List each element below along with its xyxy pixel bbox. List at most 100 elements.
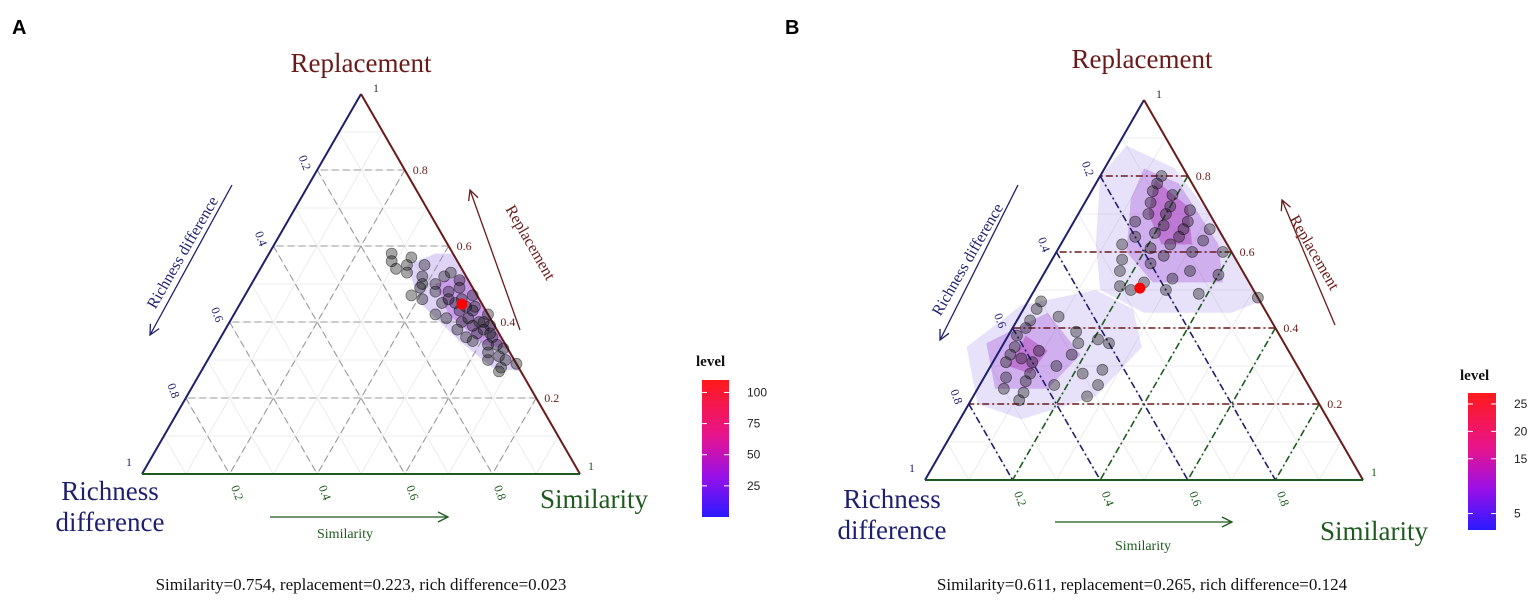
- data-point: [429, 285, 442, 298]
- data-point: [466, 319, 479, 332]
- data-point: [1155, 170, 1168, 182]
- data-point: [440, 312, 453, 325]
- data-point: [1129, 215, 1142, 228]
- colorbar: [702, 380, 729, 517]
- data-point: [405, 289, 418, 302]
- richness-tick-label: 0.4: [252, 229, 270, 248]
- mean-point: [456, 298, 468, 310]
- data-point: [466, 289, 479, 302]
- major-gridline: [1099, 175, 1277, 481]
- data-point: [453, 281, 466, 294]
- data-point: [414, 281, 427, 294]
- density-contour: [1126, 168, 1223, 283]
- data-point: [1019, 375, 1032, 388]
- richness-arrow-label: Richness difference: [144, 194, 222, 312]
- minor-gridline: [272, 207, 428, 475]
- data-point: [468, 300, 481, 313]
- left-axis-edge: [924, 99, 1145, 481]
- data-point: [1146, 185, 1159, 198]
- major-gridline: [1099, 251, 1233, 481]
- data-point: [1160, 284, 1172, 296]
- replacement-tick-label: 0.2: [1327, 397, 1342, 411]
- minor-gridline: [1055, 213, 1211, 481]
- data-point: [477, 323, 490, 336]
- data-point: [1048, 379, 1061, 391]
- replacement-tick-label: 0.4: [500, 315, 515, 329]
- data-point: [486, 331, 499, 344]
- minor-gridline: [1121, 137, 1320, 481]
- similarity-title: Similarity: [1320, 516, 1429, 546]
- data-point: [493, 365, 505, 378]
- replacement-tick-label: 0.6: [1240, 245, 1255, 259]
- richness-tick-label: 0.8: [947, 387, 965, 406]
- left-axis-edge: [141, 93, 362, 475]
- data-point: [1142, 208, 1155, 220]
- replacement-tick-label: 0.4: [1283, 321, 1298, 335]
- minor-gridline: [1231, 365, 1298, 481]
- corner-tick-label: 1: [126, 455, 132, 469]
- data-point: [1024, 314, 1037, 327]
- caption: Similarity=0.754, replacement=0.223, ric…: [156, 575, 567, 594]
- similarity-tick-label: 0.4: [1099, 489, 1117, 508]
- replacement-tick-label: 0.6: [457, 239, 472, 253]
- data-point: [1144, 196, 1157, 209]
- data-point: [1072, 337, 1085, 350]
- richness-arrow: [149, 184, 233, 336]
- data-point: [455, 316, 468, 328]
- legend-title: level: [696, 354, 725, 370]
- minor-gridline: [207, 359, 274, 475]
- corner-tick-label: 1: [588, 459, 594, 473]
- data-point: [416, 293, 429, 306]
- minor-gridline: [163, 435, 187, 475]
- density-contour: [435, 276, 508, 349]
- data-point: [1160, 208, 1172, 220]
- colorbar-tick-label: 50: [747, 448, 761, 462]
- data-point: [1008, 341, 1021, 353]
- minor-gridline: [338, 131, 537, 475]
- data-point: [490, 338, 503, 351]
- density-contour: [1148, 179, 1193, 245]
- ternary-plot-b: 0.2 0.2 0.2 0.4 0.4 0.4 0.6 0.6 0.6 0.8 0.8 0.8 1 1 1 2…: [909, 87, 1528, 530]
- data-point: [495, 361, 508, 374]
- colorbar-tick-label: 25: [747, 479, 761, 493]
- data-point: [1216, 246, 1229, 258]
- data-point: [1184, 265, 1196, 277]
- data-point: [429, 278, 442, 290]
- similarity-title: Similarity: [540, 484, 649, 514]
- data-point: [1186, 246, 1199, 258]
- panel-label: A: [12, 17, 26, 39]
- richness-tick-label: 0.8: [164, 381, 182, 400]
- similarity-arrow-label: Similarity: [1115, 539, 1171, 554]
- colorbar-tick-label: 5: [1514, 507, 1521, 521]
- richness-arrow-label: Richness difference: [929, 201, 1007, 319]
- minor-gridline: [535, 435, 559, 475]
- data-point: [385, 247, 398, 260]
- corner-tick-label: 1: [1156, 87, 1162, 101]
- replacement-arrow-head: [1280, 198, 1291, 212]
- data-point: [1050, 360, 1063, 372]
- data-point: [460, 331, 473, 344]
- data-point: [997, 382, 1010, 395]
- data-point: [1114, 280, 1126, 293]
- minor-gridline: [1274, 403, 1320, 481]
- richness-arrow-head: [149, 323, 160, 337]
- colorbar-tick-label: 75: [747, 417, 761, 431]
- data-point: [1035, 295, 1047, 308]
- major-gridline: [1011, 327, 1101, 481]
- data-point: [1173, 230, 1185, 243]
- minor-gridline: [1143, 289, 1254, 481]
- similarity-tick-label: 0.4: [316, 483, 334, 502]
- minor-gridline: [968, 137, 1167, 481]
- data-point: [418, 259, 431, 271]
- data-point: [497, 342, 510, 355]
- data-point: [438, 270, 451, 283]
- data-point: [385, 255, 398, 268]
- corner-tick-label: 1: [1371, 465, 1377, 479]
- panel-a: A Replacement Richness difference Simila…: [12, 17, 725, 594]
- data-point: [473, 316, 486, 328]
- data-point: [1017, 386, 1030, 399]
- data-point: [1000, 356, 1012, 369]
- data-point: [1166, 272, 1179, 285]
- replacement-arrow: [1281, 199, 1336, 326]
